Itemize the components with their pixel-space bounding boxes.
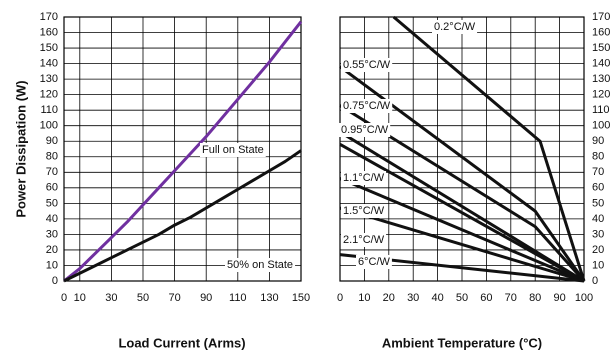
series-label: 0.55°C/W (343, 59, 391, 71)
y-tick-label: 150 (592, 42, 610, 54)
series-label: 0.2°C/W (434, 21, 476, 33)
label-background (341, 171, 387, 185)
x-tick-label: 10 (74, 292, 86, 304)
x-tick-label: 90 (553, 292, 565, 304)
series-line (339, 143, 585, 283)
y-tick-label: 60 (592, 182, 604, 194)
x-tick-label: 150 (292, 292, 310, 304)
label-background (341, 233, 387, 247)
y-tick-label: 110 (592, 104, 610, 116)
x-tick-label: 30 (105, 292, 117, 304)
label-background (341, 204, 387, 218)
plot-frame (339, 16, 585, 282)
y-tick-label: 130 (40, 73, 58, 85)
label-background (200, 143, 266, 157)
series-line (392, 15, 586, 282)
x-axis-label: Load Current (Arms) (118, 335, 245, 350)
y-tick-label: 60 (46, 182, 58, 194)
y-tick-label: 70 (46, 166, 58, 178)
y-tick-label: 160 (592, 26, 610, 38)
x-tick-label: 30 (407, 292, 419, 304)
series-label: 50% on State (227, 259, 293, 271)
x-tick-label: 50 (137, 292, 149, 304)
y-tick-label: 80 (46, 151, 58, 163)
y-tick-label: 10 (46, 259, 58, 271)
x-tick-label: 90 (200, 292, 212, 304)
y-tick-label: 40 (592, 213, 604, 225)
y-tick-label: 120 (592, 89, 610, 101)
y-tick-label: 40 (46, 213, 58, 225)
y-tick-label: 10 (592, 259, 604, 271)
y-tick-label: 130 (592, 73, 610, 85)
x-tick-label: 10 (358, 292, 370, 304)
y-axis-label: Power Dissipation (W) (13, 80, 28, 217)
x-tick-label: 50 (456, 292, 468, 304)
label-background (356, 255, 392, 269)
series-label: Full on State (202, 144, 264, 156)
x-tick-label: 0 (337, 292, 343, 304)
y-tick-label: 90 (592, 135, 604, 147)
series-label: 2.1°C/W (343, 234, 385, 246)
y-tick-label: 170 (592, 11, 610, 23)
y-tick-label: 150 (40, 42, 58, 54)
y-tick-label: 110 (40, 104, 58, 116)
x-tick-label: 100 (575, 292, 593, 304)
series-line (339, 104, 586, 283)
y-tick-label: 0 (52, 275, 58, 287)
y-tick-label: 20 (46, 244, 58, 256)
y-tick-label: 160 (40, 26, 58, 38)
x-tick-label: 40 (431, 292, 443, 304)
label-background (432, 20, 478, 34)
x-tick-label: 70 (168, 292, 180, 304)
x-tick-label: 70 (505, 292, 517, 304)
y-tick-label: 50 (46, 197, 58, 209)
y-tick-label: 100 (40, 120, 58, 132)
label-background (225, 258, 296, 272)
series-line (339, 65, 586, 282)
y-tick-label: 140 (40, 57, 58, 69)
series-label: 0.95°C/W (341, 124, 389, 136)
series-line (63, 149, 302, 283)
series-line (63, 20, 303, 283)
x-tick-label: 0 (61, 292, 67, 304)
y-tick-label: 20 (592, 244, 604, 256)
y-tick-label: 70 (592, 166, 604, 178)
y-tick-label: 170 (40, 11, 58, 23)
y-tick-label: 50 (592, 197, 604, 209)
y-tick-label: 30 (592, 228, 604, 240)
y-tick-label: 80 (592, 151, 604, 163)
plot-frame (63, 16, 302, 282)
label-background (339, 123, 391, 137)
y-tick-label: 140 (592, 57, 610, 69)
series-label: 6°C/W (358, 256, 391, 268)
y-tick-label: 120 (40, 89, 58, 101)
y-tick-label: 100 (592, 120, 610, 132)
y-tick-label: 90 (46, 135, 58, 147)
label-background (341, 58, 393, 72)
x-tick-label: 110 (229, 292, 247, 304)
x-axis-label: Ambient Temperature (°C) (382, 335, 542, 350)
series-label: 0.75°C/W (343, 100, 391, 112)
y-tick-label: 0 (592, 275, 598, 287)
series-line (339, 177, 585, 283)
series-label: 1.1°C/W (343, 172, 385, 184)
x-tick-label: 80 (529, 292, 541, 304)
series-line (339, 130, 585, 283)
series-label: 1.5°C/W (343, 205, 385, 217)
x-tick-label: 130 (260, 292, 278, 304)
y-tick-label: 30 (46, 228, 58, 240)
x-tick-label: 20 (383, 292, 395, 304)
x-tick-label: 60 (480, 292, 492, 304)
label-background (341, 99, 393, 113)
series-line (339, 206, 585, 283)
